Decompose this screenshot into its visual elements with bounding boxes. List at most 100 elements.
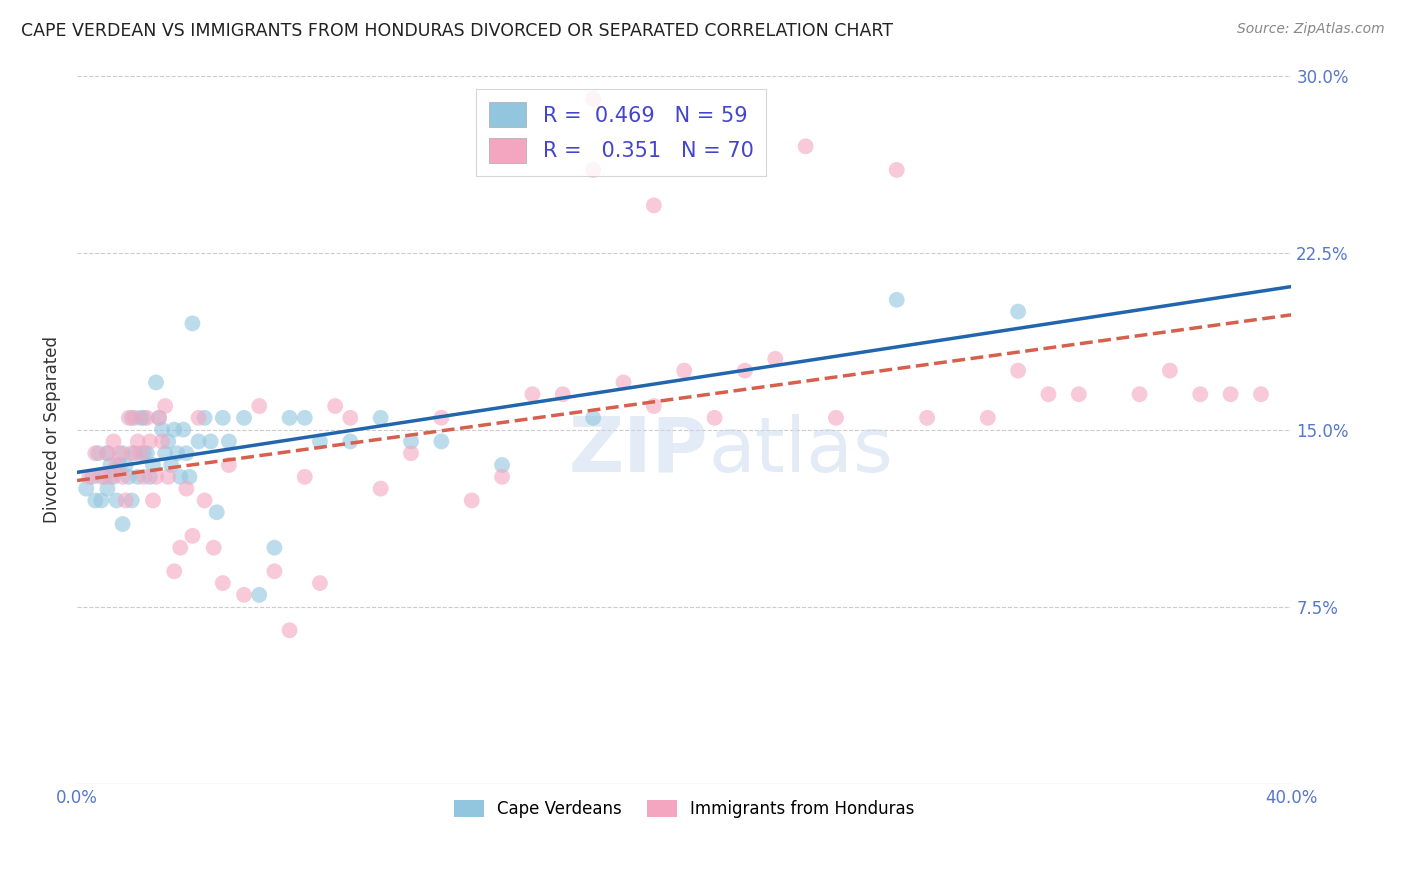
Point — [111, 446, 134, 460]
Point — [202, 541, 225, 555]
Point — [1250, 387, 1272, 401]
Point — [915, 410, 938, 425]
Point — [734, 363, 756, 377]
Point — [124, 446, 146, 460]
Point — [582, 163, 605, 178]
Point — [163, 564, 186, 578]
Point — [108, 458, 131, 472]
Point — [673, 363, 696, 377]
Point — [370, 410, 392, 425]
Point — [129, 410, 152, 425]
Point — [703, 410, 725, 425]
Text: atlas: atlas — [709, 414, 893, 488]
Point — [127, 470, 149, 484]
Point — [218, 434, 240, 449]
Point — [233, 588, 256, 602]
Point — [127, 434, 149, 449]
Point — [522, 387, 544, 401]
Point — [763, 351, 786, 366]
Point — [103, 434, 125, 449]
Point — [169, 470, 191, 484]
Point — [135, 410, 157, 425]
Point — [370, 482, 392, 496]
Point — [1007, 304, 1029, 318]
Point — [200, 434, 222, 449]
Point — [105, 493, 128, 508]
Point — [96, 446, 118, 460]
Point — [132, 446, 155, 460]
Point — [187, 434, 209, 449]
Point — [263, 541, 285, 555]
Point — [90, 493, 112, 508]
Point — [181, 317, 204, 331]
Point — [886, 293, 908, 307]
Point — [135, 446, 157, 460]
Point — [145, 376, 167, 390]
Point — [309, 434, 332, 449]
Point — [643, 399, 665, 413]
Point — [181, 529, 204, 543]
Point — [103, 470, 125, 484]
Point — [1007, 363, 1029, 377]
Point — [108, 446, 131, 460]
Text: ZIP: ZIP — [569, 414, 709, 488]
Point — [118, 410, 141, 425]
Point — [150, 423, 173, 437]
Point — [118, 470, 141, 484]
Point — [84, 493, 107, 508]
Point — [150, 434, 173, 449]
Point — [977, 410, 1000, 425]
Point — [176, 446, 198, 460]
Point — [132, 470, 155, 484]
Point — [100, 458, 122, 472]
Point — [825, 410, 848, 425]
Point — [1038, 387, 1060, 401]
Y-axis label: Divorced or Separated: Divorced or Separated — [44, 336, 60, 523]
Point — [218, 458, 240, 472]
Point — [399, 446, 422, 460]
Point — [77, 470, 100, 484]
Point — [263, 564, 285, 578]
Point — [169, 541, 191, 555]
Point — [491, 458, 513, 472]
Point — [294, 410, 316, 425]
Point — [160, 458, 183, 472]
Point — [121, 493, 143, 508]
Point — [551, 387, 574, 401]
Point — [142, 458, 165, 472]
Point — [139, 434, 162, 449]
Point — [1189, 387, 1212, 401]
Point — [90, 470, 112, 484]
Point — [96, 446, 118, 460]
Point — [205, 505, 228, 519]
Point — [278, 410, 301, 425]
Point — [121, 410, 143, 425]
Point — [491, 470, 513, 484]
Point — [1159, 363, 1181, 377]
Point — [339, 434, 361, 449]
Point — [111, 470, 134, 484]
Point — [157, 434, 180, 449]
Point — [153, 399, 176, 413]
Point — [82, 470, 104, 484]
Point — [194, 493, 217, 508]
Point — [1219, 387, 1241, 401]
Point — [153, 446, 176, 460]
Point — [75, 482, 97, 496]
Point — [96, 482, 118, 496]
Point — [121, 446, 143, 460]
Point — [163, 423, 186, 437]
Point — [211, 410, 233, 425]
Point — [430, 410, 453, 425]
Point — [179, 470, 201, 484]
Point — [172, 423, 194, 437]
Point — [87, 446, 110, 460]
Point — [142, 493, 165, 508]
Point — [176, 482, 198, 496]
Point — [339, 410, 361, 425]
Point — [166, 446, 188, 460]
Point — [582, 92, 605, 106]
Point — [187, 410, 209, 425]
Point — [157, 470, 180, 484]
Point — [247, 588, 270, 602]
